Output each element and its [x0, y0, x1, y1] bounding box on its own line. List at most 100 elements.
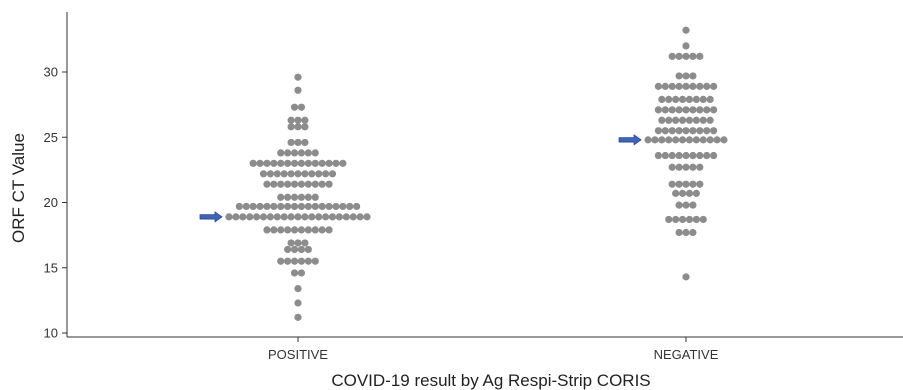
data-point [706, 95, 714, 104]
data-point [270, 226, 278, 234]
x-tick-label: POSITIVE [268, 347, 328, 362]
data-point [308, 213, 316, 221]
data-point [284, 149, 292, 157]
data-point [675, 72, 683, 80]
data-point [311, 180, 319, 188]
data-point [311, 159, 319, 167]
data-point [294, 313, 302, 321]
data-point [287, 116, 295, 124]
data-point [682, 228, 690, 237]
data-point [332, 202, 340, 211]
data-point [263, 226, 271, 234]
data-point [706, 136, 714, 144]
data-point [287, 239, 295, 247]
data-point [682, 72, 690, 80]
data-point [644, 136, 652, 144]
data-point [287, 123, 295, 131]
data-point [290, 257, 299, 265]
median-arrows [199, 134, 642, 223]
y-tick-label: 15 [44, 260, 58, 275]
data-point [668, 127, 676, 135]
data-point [290, 103, 299, 111]
data-point [668, 151, 676, 160]
data-point [273, 170, 281, 178]
data-point [675, 106, 683, 114]
data-point [284, 245, 292, 254]
data-point [294, 123, 302, 131]
data-point [692, 189, 700, 197]
data-point [678, 136, 687, 144]
median-arrow-icon [199, 211, 223, 223]
data-point [682, 82, 690, 90]
y-tick-label: 25 [44, 130, 58, 145]
data-point [713, 136, 721, 144]
data-point [301, 116, 309, 124]
data-point [225, 213, 233, 221]
data-point [699, 215, 707, 224]
data-point [311, 226, 319, 234]
data-point [249, 159, 257, 167]
data-point [259, 170, 268, 178]
data-point [703, 106, 711, 114]
data-point [273, 213, 281, 221]
data-point [277, 257, 285, 265]
data-point [277, 193, 285, 201]
data-point [301, 170, 309, 178]
data-point [311, 257, 319, 265]
data-point [689, 180, 697, 188]
data-point [290, 149, 299, 157]
data-point [297, 180, 306, 188]
data-point [304, 226, 312, 234]
data-point [277, 159, 285, 167]
data-point [311, 193, 319, 201]
data-point [270, 180, 278, 188]
data-point [356, 213, 364, 221]
data-point [675, 82, 683, 90]
data-point [675, 228, 683, 237]
data-point [699, 95, 707, 104]
data-point [675, 52, 683, 60]
data-point [651, 136, 659, 144]
data-point [294, 138, 302, 147]
data-point [692, 116, 700, 124]
data-point [294, 285, 302, 293]
data-point [259, 213, 268, 221]
x-tick-group: POSITIVE NEGATIVE [268, 337, 719, 362]
data-point [682, 106, 690, 114]
data-point [703, 127, 711, 135]
data-point [661, 127, 669, 135]
data-point [678, 95, 687, 104]
data-points [225, 26, 728, 321]
data-point [297, 103, 306, 111]
data-point [339, 202, 347, 211]
data-point [325, 159, 333, 167]
data-point [689, 106, 697, 114]
data-point [689, 228, 697, 237]
data-point [672, 189, 680, 197]
data-point [304, 159, 312, 167]
y-tick-label: 10 [44, 326, 58, 341]
data-point [301, 213, 309, 221]
data-point [689, 127, 697, 135]
median-arrow-icon [618, 134, 642, 146]
data-point [325, 226, 333, 234]
data-point [668, 163, 676, 171]
data-point [290, 226, 299, 234]
data-point [332, 159, 340, 167]
data-point [672, 95, 680, 104]
data-point [311, 149, 319, 157]
data-point [270, 159, 278, 167]
data-point [301, 123, 309, 131]
data-point [290, 193, 299, 201]
data-point [290, 180, 299, 188]
data-point [682, 273, 690, 281]
data-point [692, 95, 700, 104]
data-point [249, 202, 257, 211]
data-point [263, 180, 271, 188]
data-point [270, 202, 278, 211]
data-point [287, 170, 295, 178]
data-point [682, 180, 690, 188]
data-point [720, 136, 728, 144]
data-point [287, 213, 295, 221]
data-point [710, 127, 718, 135]
